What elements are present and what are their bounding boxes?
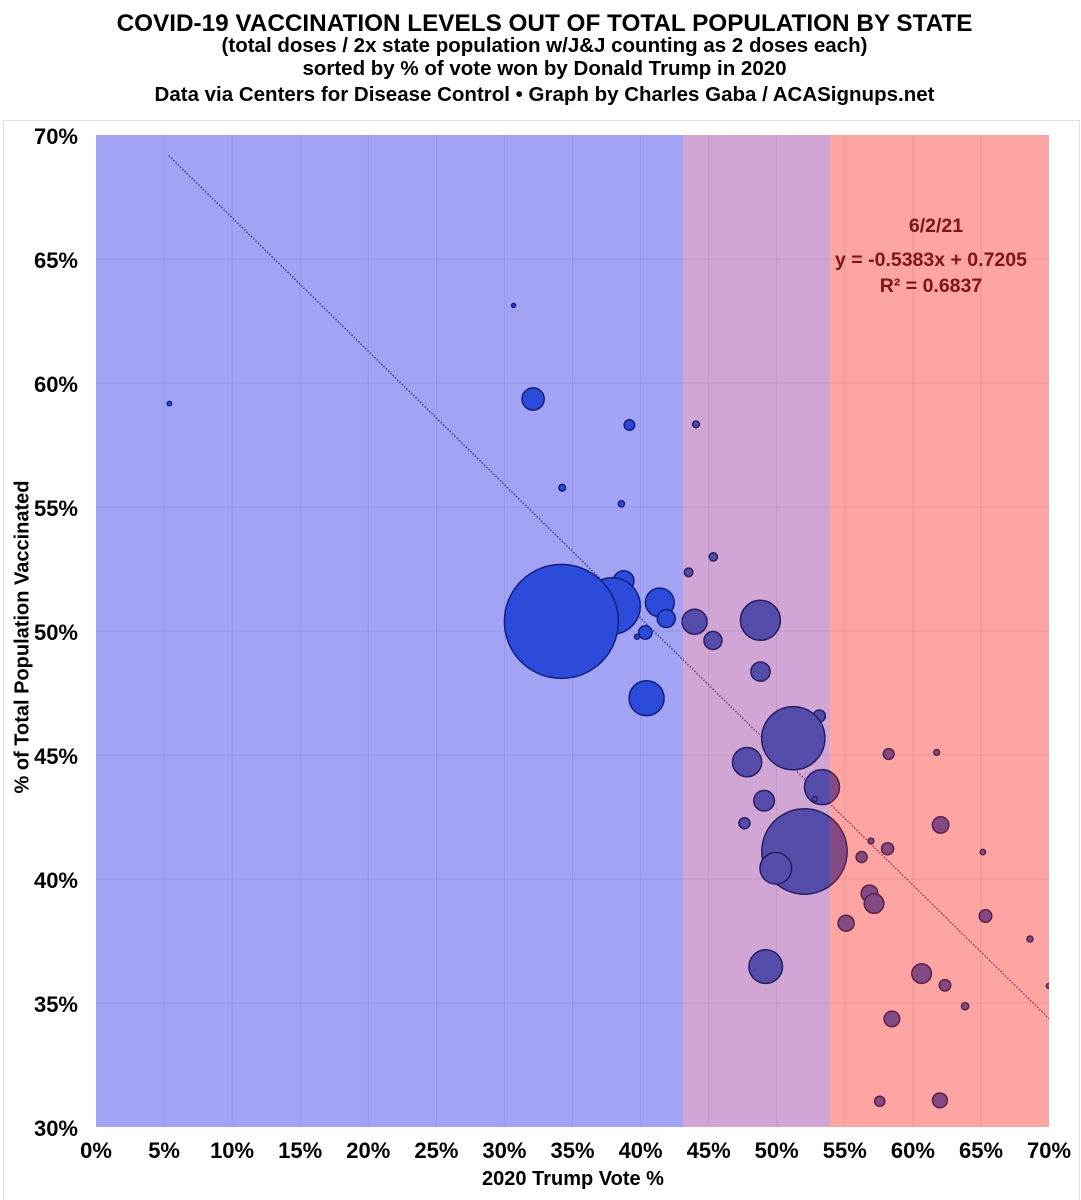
svg-text:55%: 55% [823,1138,867,1163]
svg-text:6/2/21: 6/2/21 [909,215,963,237]
svg-text:55%: 55% [34,496,78,521]
svg-text:0%: 0% [80,1138,112,1163]
svg-text:40%: 40% [619,1138,663,1163]
svg-text:70%: 70% [1027,1138,1071,1163]
svg-text:5%: 5% [148,1138,180,1163]
svg-text:70%: 70% [34,124,78,149]
svg-text:30%: 30% [482,1138,526,1163]
svg-text:45%: 45% [34,744,78,769]
svg-text:50%: 50% [755,1138,799,1163]
svg-text:60%: 60% [891,1138,935,1163]
svg-text:R² = 0.6837: R² = 0.6837 [880,275,982,297]
svg-text:45%: 45% [687,1138,731,1163]
svg-text:60%: 60% [34,372,78,397]
svg-text:30%: 30% [34,1116,78,1141]
svg-text:y = -0.5383x + 0.7205: y = -0.5383x + 0.7205 [835,249,1027,271]
svg-text:10%: 10% [210,1138,254,1163]
svg-text:25%: 25% [414,1138,458,1163]
svg-text:15%: 15% [278,1138,322,1163]
svg-text:35%: 35% [34,992,78,1017]
svg-text:65%: 65% [959,1138,1003,1163]
svg-text:65%: 65% [34,248,78,273]
svg-text:40%: 40% [34,868,78,893]
svg-text:% of Total Population Vaccinat: % of Total Population Vaccinated [12,481,34,794]
svg-text:35%: 35% [550,1138,594,1163]
svg-text:2020 Trump Vote %: 2020 Trump Vote % [482,1168,664,1190]
svg-text:50%: 50% [34,620,78,645]
svg-text:20%: 20% [346,1138,390,1163]
